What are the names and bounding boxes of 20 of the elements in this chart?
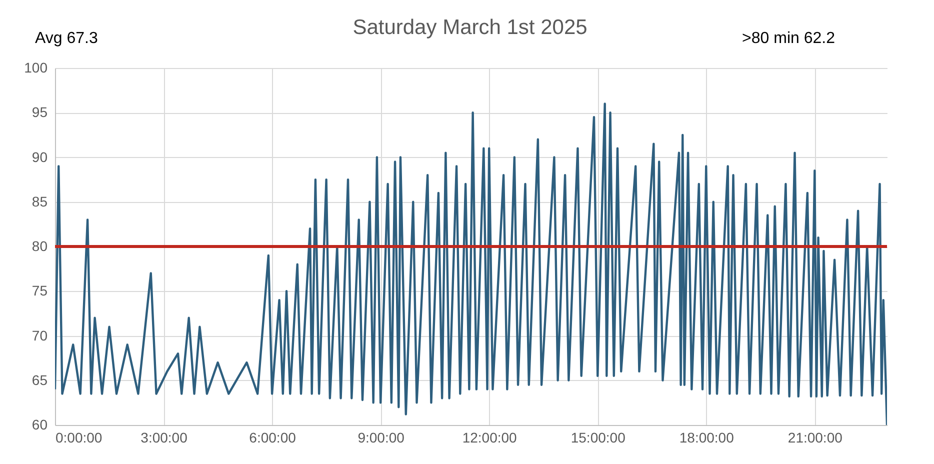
x-tick-label: 12:00:00 (462, 430, 518, 446)
chart-title: Saturday March 1st 2025 (352, 16, 588, 39)
x-tick-label: 3:00:00 (140, 430, 188, 446)
x-tick-label: 18:00:00 (679, 430, 734, 446)
y-tick-label: 80 (32, 238, 48, 254)
y-tick-label: 70 (32, 327, 48, 344)
x-tick-label: 21:00:00 (788, 430, 843, 446)
y-tick-label: 100 (24, 60, 48, 76)
y-tick-label: 65 (32, 372, 48, 388)
y-tick-label: 75 (32, 282, 48, 299)
x-tick-label: 6:00:00 (249, 430, 296, 446)
text: >80 min 62.2 (742, 30, 836, 47)
y-tick-label: 95 (32, 104, 48, 120)
x-tick-label: 0:00:00 (56, 430, 102, 446)
y-tick-label: 90 (32, 148, 48, 165)
x-tick-label: 15:00:00 (570, 430, 626, 446)
text: Avg 67.3 (35, 30, 98, 47)
y-tick-label: 85 (32, 193, 48, 210)
x-tick-label: 9:00:00 (358, 430, 405, 446)
y-tick-label: 60 (32, 416, 48, 432)
